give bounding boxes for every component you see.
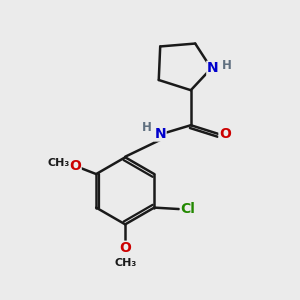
- Text: N: N: [207, 61, 218, 75]
- Text: N: N: [154, 127, 166, 141]
- Text: O: O: [219, 127, 231, 141]
- Text: H: H: [142, 121, 152, 134]
- Text: CH₃: CH₃: [114, 258, 136, 268]
- Text: CH₃: CH₃: [47, 158, 69, 168]
- Text: O: O: [119, 241, 131, 255]
- Text: Cl: Cl: [180, 202, 195, 216]
- Text: O: O: [69, 159, 81, 173]
- Text: H: H: [221, 59, 231, 72]
